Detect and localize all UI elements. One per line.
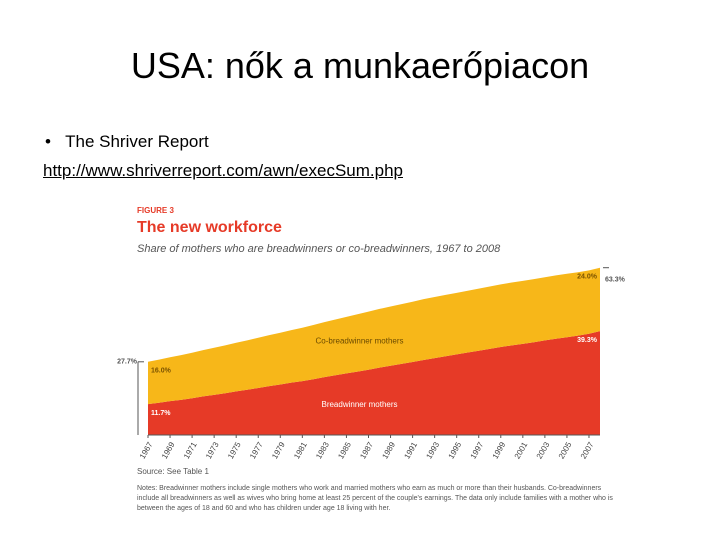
x-tick-label: 1975 [226, 440, 243, 460]
x-tick-label: 2001 [513, 440, 530, 460]
slide-title: USA: nők a munkaerőpiacon [130, 45, 590, 86]
chart-title: The new workforce [137, 219, 282, 236]
value-label: 24.0% [577, 274, 598, 281]
area [148, 331, 600, 435]
x-tick-label: 1967 [138, 440, 155, 460]
x-tick-label: 1997 [469, 440, 486, 460]
area [148, 267, 600, 405]
x-tick-label: 2003 [535, 440, 552, 460]
x-tick-label: 1989 [380, 440, 397, 460]
x-tick-label: 1973 [204, 440, 221, 460]
bullet: • The Shriver Report [45, 132, 209, 151]
x-tick-label: 1969 [160, 440, 177, 460]
x-tick-label: 1979 [270, 440, 287, 460]
x-tick-label: 1981 [292, 440, 309, 460]
source: Source: See Table 1 [137, 467, 209, 476]
x-tick-label: 1987 [358, 440, 375, 460]
series-label: Breadwinner mothers [321, 400, 397, 409]
notes: Notes: Breadwinner mothers include singl… [137, 485, 613, 512]
x-tick-label: 1995 [447, 440, 464, 460]
bullet-text: The Shriver Report [65, 132, 209, 151]
value-label: 11.7% [151, 410, 171, 417]
figure-label: FIGURE 3 [137, 206, 174, 215]
x-tick-label: 1985 [336, 440, 353, 460]
x-tick-label: 2005 [557, 440, 574, 460]
chart-subtitle: Share of mothers who are breadwinners or… [137, 243, 501, 255]
total-label: 63.3% [605, 277, 626, 284]
x-tick-label: 1971 [182, 440, 199, 460]
series-label: Co-breadwinner mothers [315, 336, 403, 345]
x-tick-label: 1991 [402, 440, 419, 460]
x-tick-label: 2007 [579, 440, 596, 460]
x-tick-label: 1977 [248, 440, 265, 460]
x-tick-label: 1999 [491, 440, 508, 460]
total-label: 27.7% [117, 359, 138, 366]
value-label: 16.0% [151, 368, 172, 375]
value-label: 39.3% [577, 337, 598, 344]
x-tick-label: 1983 [314, 440, 331, 460]
x-tick-label: 1993 [425, 440, 442, 460]
link[interactable]: http://www.shriverreport.com/awn/execSum… [43, 161, 403, 180]
